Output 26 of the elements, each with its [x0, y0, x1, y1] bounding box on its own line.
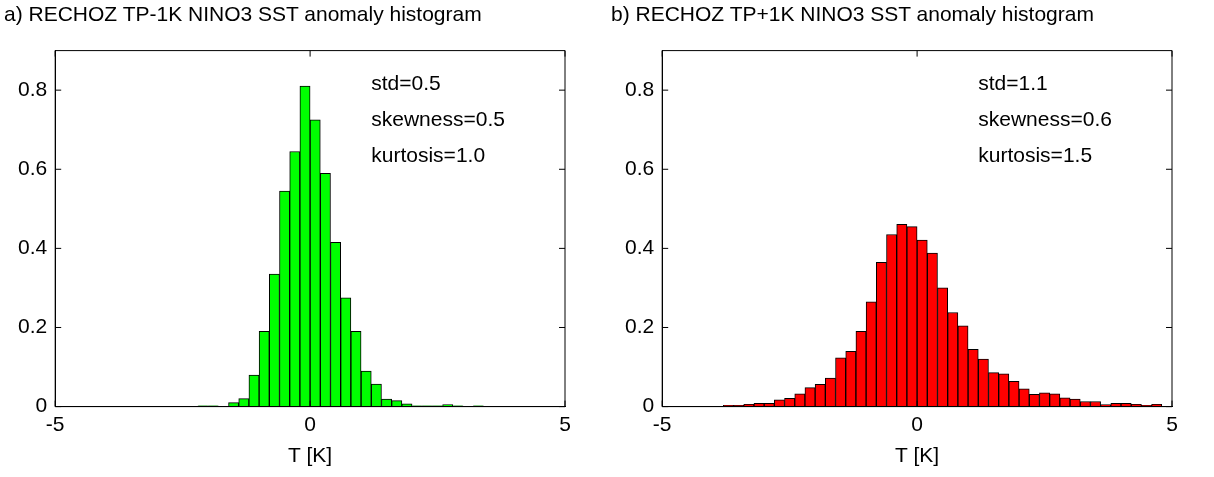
x-tick-label: 5: [1166, 412, 1178, 435]
y-tick-label: 0.2: [624, 314, 655, 338]
annotation: kurtosis=1.5: [978, 143, 1093, 167]
annotation: std=0.5: [371, 71, 441, 95]
y-tick-label: 0: [35, 393, 48, 417]
y-tick-label: 0.2: [17, 314, 48, 338]
annotation: kurtosis=1.0: [371, 143, 486, 167]
x-axis-title: T [K]: [288, 443, 333, 467]
x-tick-label: 0: [304, 412, 316, 435]
y-tick-label: 0.6: [17, 156, 48, 180]
x-tick-label: 0: [911, 412, 923, 435]
y-tick-label: 0.4: [17, 235, 48, 259]
y-tick-label: 0.8: [17, 76, 48, 100]
chart-title: a) RECHOZ TP-1K NINO3 SST anomaly histogram: [4, 2, 482, 26]
y-tick-label: 0: [642, 393, 655, 417]
annotation: skewness=0.6: [978, 107, 1112, 131]
x-tick-label: 5: [559, 412, 571, 435]
x-tick-label: -5: [652, 412, 672, 435]
annotation: skewness=0.5: [371, 107, 505, 131]
annotation: std=1.1: [978, 71, 1048, 95]
x-tick-label: -5: [45, 412, 65, 435]
y-tick-label: 0.8: [624, 76, 655, 100]
y-tick-label: 0.4: [624, 235, 655, 259]
x-axis-title: T [K]: [895, 443, 940, 467]
y-tick-label: 0.6: [624, 156, 655, 180]
chart-title: b) RECHOZ TP+1K NINO3 SST anomaly histogram: [611, 2, 1094, 26]
